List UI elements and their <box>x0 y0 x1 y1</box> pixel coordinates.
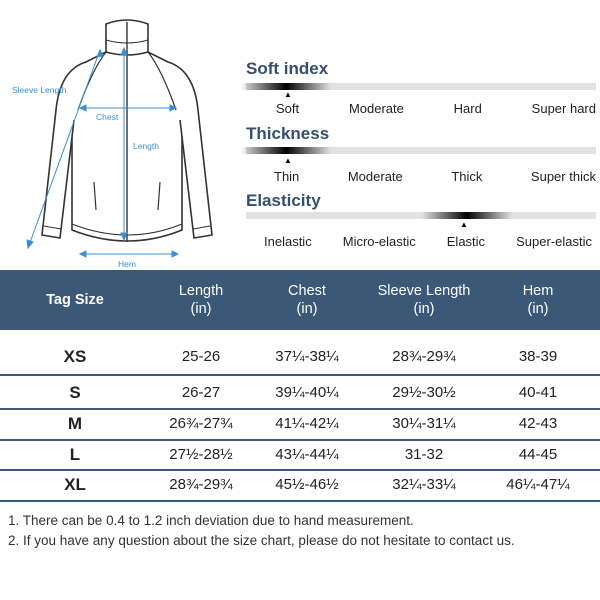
note-line: 2. If you have any question about the si… <box>8 533 515 548</box>
size-cell: XL <box>64 475 86 494</box>
header-unit: (in) <box>413 301 435 317</box>
length-cell: 27½-28½ <box>169 446 233 463</box>
row-divider <box>0 500 600 502</box>
header-unit: (in) <box>296 301 318 317</box>
scale-option: Hard <box>453 101 482 116</box>
header-sleeve-length: Sleeve Length (in) <box>360 270 488 330</box>
header-tag-size: Tag Size <box>10 270 140 330</box>
arrow-up-icon: ▲ <box>284 90 292 99</box>
scale-option: Super hard <box>531 101 596 116</box>
hem-cell: 40-41 <box>518 384 558 401</box>
scale-title: Elasticity <box>246 191 321 210</box>
scale-bar <box>246 212 596 219</box>
hem-cell: 44-45 <box>518 446 558 463</box>
arrow-up-icon: ▲ <box>284 156 292 165</box>
table-row: M 26¾-27¾ 41¼-42¼ 30¼-31¼ 42-43 <box>0 409 600 439</box>
chest-cell: 45½-46½ <box>275 476 339 493</box>
chest-cell: 43¼-44¼ <box>275 446 339 463</box>
scale-options: Inelastic Micro-elastic Elastic Super-el… <box>246 234 596 249</box>
length-cell: 26-27 <box>181 384 221 401</box>
scale-options: Soft Moderate Hard Super hard <box>246 101 596 116</box>
scale-options: Thin Moderate Thick Super thick <box>246 169 596 184</box>
scale-option: Soft <box>276 101 300 116</box>
hem-label: Hem <box>118 259 136 269</box>
jacket-diagram: Sleeve Length Chest Length Hem <box>0 0 240 270</box>
chest-cell: 37¼-38¼ <box>275 348 339 365</box>
sleeve-cell: 29½-30½ <box>392 384 456 401</box>
size-table-header: Tag Size Length (in) Chest (in) Sleeve L… <box>0 270 600 330</box>
size-cell: S <box>69 383 81 402</box>
scale-option: Elastic <box>446 234 486 249</box>
header-hem: Hem (in) <box>488 270 588 330</box>
scale-option: Thick <box>451 169 483 184</box>
hem-cell: 38-39 <box>518 348 558 365</box>
length-label: Length <box>133 141 159 151</box>
header-chest: Chest (in) <box>254 270 360 330</box>
elasticity-scale: Elasticity ▲ Inelastic Micro-elastic Ela… <box>246 191 596 253</box>
scale-indicator <box>241 83 331 90</box>
length-cell: 25-26 <box>181 348 221 365</box>
scale-title: Soft index <box>246 59 329 78</box>
thickness-scale: Thickness ▲ Thin Moderate Thick Super th… <box>241 124 596 186</box>
scale-option: Moderate <box>347 169 403 184</box>
scale-indicator <box>422 212 512 219</box>
chest-label: Chest <box>96 112 119 122</box>
jacket-illustration <box>26 19 213 258</box>
sleeve-cell: 32¼-33¼ <box>392 476 456 493</box>
table-row: XL 28¾-29¾ 45½-46½ 32¼-33¼ 46¼-47¼ <box>0 470 600 500</box>
scale-option: Super-elastic <box>516 234 592 249</box>
scale-title: Thickness <box>246 124 330 143</box>
table-row: XS 25-26 37¼-38¼ 28¾-29¾ 38-39 <box>0 342 600 372</box>
header-label: Chest <box>288 283 326 299</box>
header-unit: (in) <box>190 301 212 317</box>
scale-bar <box>241 147 596 154</box>
size-cell: M <box>67 414 83 433</box>
row-divider <box>0 374 600 376</box>
sleeve-length-label: Sleeve Length <box>12 85 67 95</box>
row-divider <box>0 408 600 410</box>
chest-cell: 41¼-42¼ <box>275 415 339 432</box>
table-row: S 26-27 39¼-40¼ 29½-30½ 40-41 <box>0 378 600 408</box>
arrow-up-icon: ▲ <box>460 220 468 229</box>
row-divider <box>0 469 600 471</box>
scale-option: Moderate <box>348 101 404 116</box>
scale-bar <box>241 83 596 90</box>
header-label: Sleeve Length <box>377 283 471 299</box>
header-label: Length <box>178 283 224 299</box>
sleeve-cell: 30¼-31¼ <box>392 415 456 432</box>
size-cell: L <box>69 445 81 464</box>
scale-option: Super thick <box>530 169 596 184</box>
table-row: L 27½-28½ 43¼-44¼ 31-32 44-45 <box>0 440 600 470</box>
scale-option: Inelastic <box>264 234 312 249</box>
hem-cell: 42-43 <box>518 415 558 432</box>
scale-indicator <box>241 147 331 154</box>
sleeve-cell: 28¾-29¾ <box>392 348 456 365</box>
length-cell: 26¾-27¾ <box>169 415 233 432</box>
scale-option: Micro-elastic <box>342 234 416 249</box>
soft-index-scale: Soft index ▲ Soft Moderate Hard Super ha… <box>241 59 596 121</box>
header-tag-size-label: Tag Size <box>46 292 104 308</box>
hem-cell: 46¼-47¼ <box>506 476 570 493</box>
note-line: 1. There can be 0.4 to 1.2 inch deviatio… <box>8 513 414 528</box>
size-notes: 1. There can be 0.4 to 1.2 inch deviatio… <box>8 511 593 551</box>
header-unit: (in) <box>527 301 549 317</box>
length-cell: 28¾-29¾ <box>169 476 233 493</box>
scale-option: Thin <box>274 169 300 184</box>
size-cell: XS <box>63 347 87 366</box>
sleeve-cell: 31-32 <box>404 446 444 463</box>
row-divider <box>0 439 600 441</box>
header-length: Length (in) <box>148 270 254 330</box>
header-label: Hem <box>522 283 554 299</box>
chest-cell: 39¼-40¼ <box>275 384 339 401</box>
